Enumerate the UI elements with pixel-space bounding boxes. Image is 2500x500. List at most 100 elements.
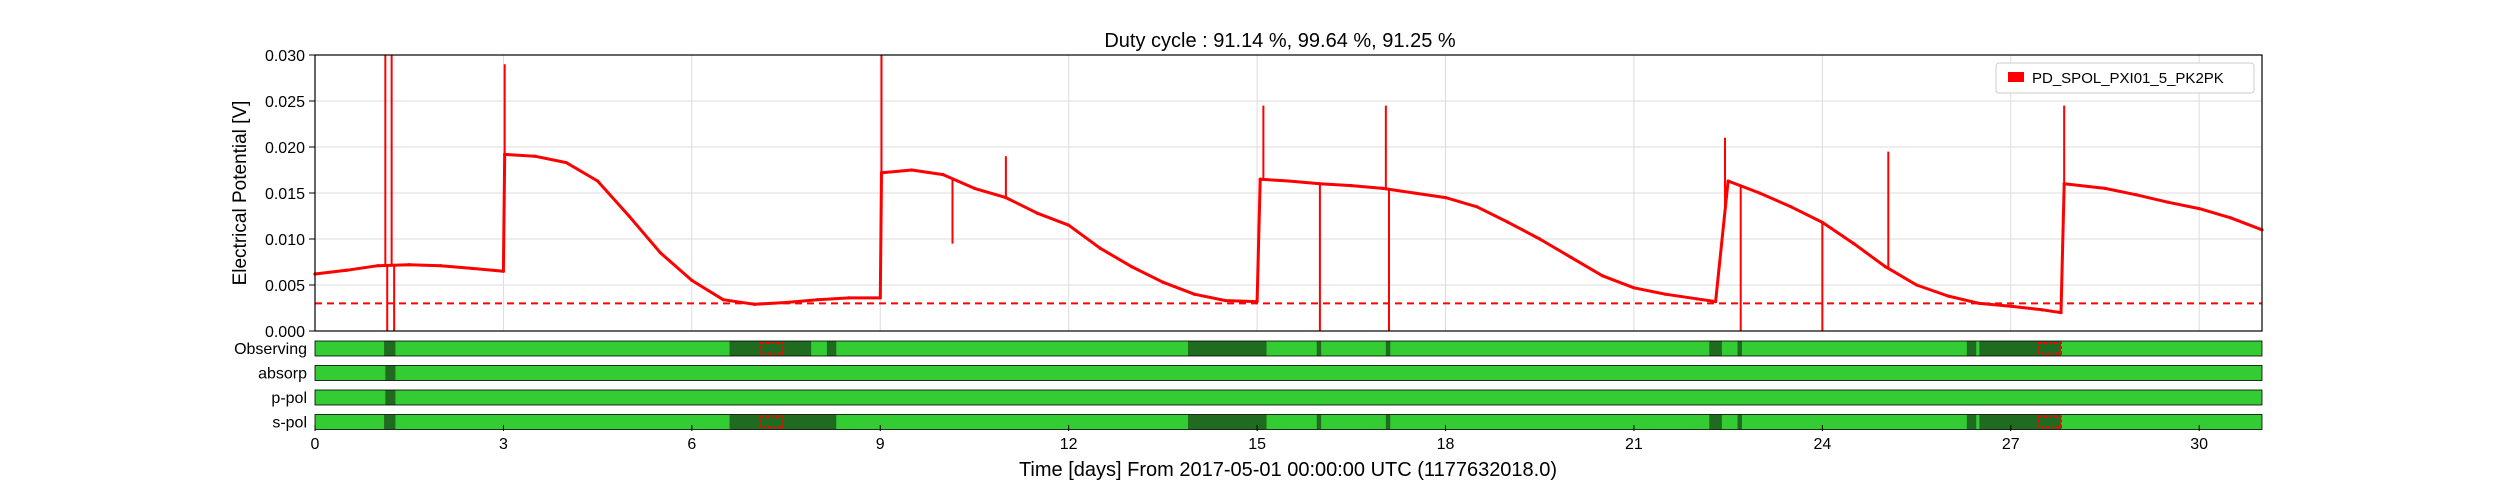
segment-dark-s-pol-6: [1737, 414, 1742, 430]
data-point-0-59: [2040, 308, 2044, 312]
data-point-0-63: [2134, 193, 2138, 197]
segment-dark-observing-6: [1709, 341, 1722, 356]
segment-dark-observing-9: [1979, 341, 2062, 356]
data-point-0-58: [2009, 304, 2013, 308]
x-tick-label-5: 15: [1248, 436, 1266, 453]
x-axis-label: Time [days] From 2017-05-01 00:00:00 UTC…: [1019, 459, 1557, 481]
x-tick-label-10: 30: [2190, 436, 2208, 453]
y-tick-label-2: 0.010: [265, 232, 305, 249]
x-axis-ticks: 0 3 6 9 12 15 18 21 24 27 30: [311, 425, 2208, 453]
legend-box: [1995, 62, 2255, 94]
data-point-0-40: [1475, 205, 1479, 209]
segment-dark-absorp-0: [385, 365, 396, 381]
segment-row-label-s-pol: s-pol: [272, 415, 307, 432]
data-point-0-8: [533, 154, 537, 158]
segment-row-border-observing: [314, 340, 2263, 357]
segment-dark-s-pol-8: [1979, 414, 2062, 430]
segment-dark-observing-3: [1188, 341, 1267, 356]
data-point-0-60: [2059, 311, 2063, 315]
segment-dark-s-pol-3: [1316, 414, 1322, 430]
data-point-0-34: [1286, 179, 1291, 183]
segment-row-label-absorp: absorp: [258, 366, 307, 383]
data-point-0-3: [407, 263, 411, 267]
data-point-0-22: [941, 173, 945, 177]
segment-row-absorp: [315, 365, 2262, 381]
data-point-0-38: [1412, 191, 1416, 195]
data-point-0-53: [1852, 242, 1856, 246]
data-point-0-23: [972, 186, 977, 190]
data-point-0-37: [1381, 186, 1385, 190]
segment-dark-observing-7: [1737, 341, 1742, 356]
data-point-0-43: [1569, 255, 1573, 259]
data-point-0-25: [1035, 211, 1039, 215]
data-point-0-41: [1506, 220, 1510, 225]
y-tick-label-0: 0.000: [265, 324, 305, 341]
segment-row-label-p-pol: p-pol: [271, 390, 307, 407]
data-point-0-44: [1600, 274, 1605, 278]
segment-dark-s-pol-7: [1966, 414, 1977, 430]
data-point-0-5: [470, 266, 474, 271]
data-point-0-30: [1192, 292, 1196, 296]
segment-dark-observing-1: [729, 341, 812, 356]
segment-dark-observing-0: [384, 341, 396, 356]
data-point-0-66: [2228, 216, 2233, 220]
y-tick-label-1: 0.005: [265, 278, 305, 295]
segment-dark-s-pol-2: [1188, 414, 1267, 430]
x-tick-label-7: 21: [1625, 436, 1643, 453]
segment-row-label-observing: Observing: [234, 341, 307, 358]
data-point-0-48: [1713, 299, 1718, 304]
data-point-0-32: [1255, 299, 1259, 304]
data-point-0-27: [1098, 246, 1102, 250]
data-point-0-21: [910, 168, 914, 172]
data-point-0-14: [721, 298, 725, 302]
data-point-0-36: [1349, 184, 1353, 188]
x-tick-label-2: 6: [687, 436, 696, 453]
data-point-0-42: [1538, 237, 1542, 241]
segment-dark-s-pol-5: [1709, 414, 1722, 430]
y-tick-label-4: 0.020: [265, 140, 305, 157]
data-point-0-4: [439, 264, 443, 268]
data-point-0-65: [2197, 207, 2201, 211]
segment-row-border-p-pol: [314, 389, 2263, 406]
data-point-0-45: [1632, 286, 1636, 290]
x-tick-label-9: 27: [2002, 436, 2020, 453]
segment-dark-observing-2: [826, 341, 837, 356]
data-point-0-11: [627, 214, 631, 218]
chart-title: Duty cycle : 91.14 %, 99.64 %, 91.25 %: [1104, 30, 1456, 52]
data-point-0-50: [1757, 191, 1762, 195]
segment-flag-s-pol-0: [759, 415, 784, 429]
segment-dark-p-pol-0: [385, 390, 396, 405]
data-point-0-54: [1883, 265, 1887, 269]
segment-dark-observing-8: [1966, 341, 1977, 356]
y-axis-label: Electrical Potential [V]: [230, 101, 251, 286]
segment-row-border-absorp: [314, 365, 2263, 381]
data-point-0-19: [878, 296, 882, 300]
data-point-0-46: [1663, 292, 1667, 296]
x-tick-label-4: 12: [1060, 436, 1078, 453]
data-point-0-10: [596, 179, 600, 183]
data-point-0-39: [1443, 196, 1448, 200]
data-point-0-9: [564, 161, 568, 165]
y-axis-ticks: 0.000 0.005 0.010 0.015 0.020 0.025 0.030: [265, 48, 315, 341]
segment-rows: Observing absorp p-pol s-pol: [234, 340, 2263, 432]
data-point-0-29: [1161, 280, 1165, 284]
data-point-0-57: [1977, 301, 1981, 305]
segment-row-p-pol: [315, 390, 2262, 405]
data-point-0-47: [1695, 297, 1699, 301]
data-point-0-31: [1224, 299, 1228, 303]
segment-dark-observing-4: [1316, 341, 1322, 356]
x-tick-label-1: 3: [499, 436, 508, 453]
x-tick-label-3: 9: [876, 436, 885, 453]
y-tick-label-6: 0.030: [265, 48, 305, 65]
legend-label: PD_SPOL_PXI01_5_PK2PK: [2032, 70, 2224, 87]
data-point-0-49: [1726, 179, 1730, 183]
x-tick-label-6: 18: [1437, 436, 1455, 453]
legend: PD_SPOL_PXI01_5_PK2PK: [1995, 62, 2255, 94]
data-point-0-56: [1946, 294, 1950, 298]
x-tick-label-8: 24: [1813, 436, 1831, 453]
data-point-0-2: [376, 264, 380, 268]
data-point-0-17: [815, 298, 820, 302]
data-point-0-62: [2103, 186, 2107, 190]
series-group: [313, 55, 2264, 331]
